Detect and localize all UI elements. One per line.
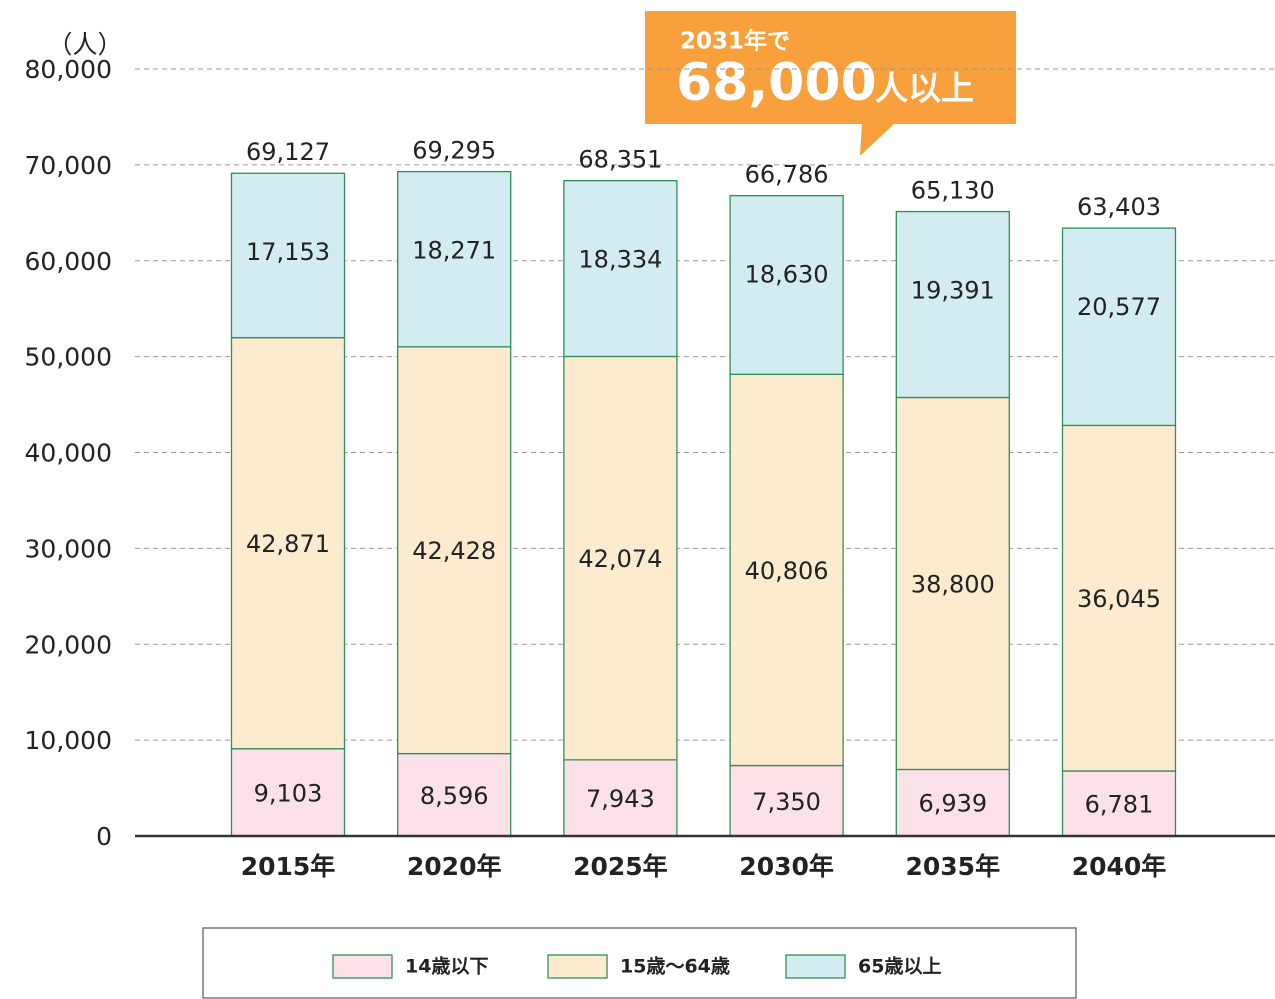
bar-segment <box>563 759 678 837</box>
legend-label: 14歳以下 <box>405 956 488 978</box>
x-tick-label: 2035年 <box>906 852 1001 881</box>
total-label: 63,403 <box>1077 193 1161 221</box>
y-tick-label: 0 <box>96 822 112 851</box>
segment-label: 18,630 <box>745 261 829 289</box>
y-tick-label: 10,000 <box>25 726 112 755</box>
x-tick-label: 2020年 <box>407 852 502 881</box>
bar-segment <box>1061 424 1177 772</box>
y-tick-label: 20,000 <box>25 630 112 659</box>
callout-tail <box>860 123 895 156</box>
segment-label: 19,391 <box>911 277 995 305</box>
legend-label: 15歳〜64歳 <box>620 956 730 978</box>
callout-box <box>645 11 1016 124</box>
y-tick-label: 30,000 <box>25 534 112 563</box>
legend-swatch <box>547 954 608 979</box>
x-tick-label: 2025年 <box>573 852 668 881</box>
total-label: 66,786 <box>745 161 829 189</box>
bar-segment <box>397 752 512 837</box>
segment-label: 40,806 <box>745 557 829 585</box>
segment-label: 9,103 <box>254 779 323 807</box>
segment-label: 18,271 <box>412 237 496 265</box>
callout-unit: 人以上 <box>875 69 974 108</box>
segment-label: 42,074 <box>578 545 662 573</box>
bar-segment <box>895 396 1010 771</box>
segment-label: 38,800 <box>911 570 995 598</box>
y-tick-label: 40,000 <box>25 439 112 468</box>
bar-segment <box>563 355 678 761</box>
bar-segment <box>895 210 1010 399</box>
y-tick-label: 50,000 <box>25 343 112 372</box>
y-tick-label: 60,000 <box>25 247 112 276</box>
y-tick-label: 70,000 <box>25 151 112 180</box>
segment-label: 8,596 <box>420 782 489 810</box>
bar-segment <box>397 346 512 755</box>
y-tick-label: 80,000 <box>25 55 112 84</box>
segment-label: 7,350 <box>752 788 821 816</box>
segment-label: 7,943 <box>586 785 655 813</box>
legend-label: 65歳以上 <box>858 956 941 978</box>
total-label: 68,351 <box>578 146 662 174</box>
bar-segment <box>729 764 844 837</box>
bar-segment <box>230 748 346 837</box>
x-tick-label: 2030年 <box>739 852 834 881</box>
segment-label: 6,781 <box>1085 790 1154 818</box>
x-tick-label: 2040年 <box>1072 852 1167 881</box>
segment-label: 17,153 <box>246 238 330 266</box>
bar-segment <box>729 195 844 375</box>
bar-segment <box>729 373 844 767</box>
callout: 2031年で 68,000 人以上 <box>645 11 1016 156</box>
callout-line1: 2031年で <box>680 28 790 55</box>
legend-swatch <box>785 954 846 979</box>
segment-label: 42,871 <box>246 530 330 558</box>
legend-swatch <box>332 954 393 979</box>
segment-label: 18,334 <box>578 246 662 274</box>
segment-label: 20,577 <box>1077 293 1161 321</box>
total-label: 65,130 <box>911 177 995 205</box>
bar-segment <box>230 172 346 339</box>
bar-segment <box>563 180 678 358</box>
total-label: 69,127 <box>246 138 330 166</box>
x-tick-label: 2015年 <box>241 852 336 881</box>
bar-segment <box>397 170 512 348</box>
callout-value: 68,000 <box>676 53 877 113</box>
bar-segment <box>1061 227 1177 427</box>
y-axis-label: （人） <box>47 30 122 59</box>
bar-segment <box>230 337 346 750</box>
segment-label: 6,939 <box>918 790 987 818</box>
segment-label: 42,428 <box>412 537 496 565</box>
segment-label: 36,045 <box>1077 585 1161 613</box>
total-label: 69,295 <box>412 137 496 165</box>
